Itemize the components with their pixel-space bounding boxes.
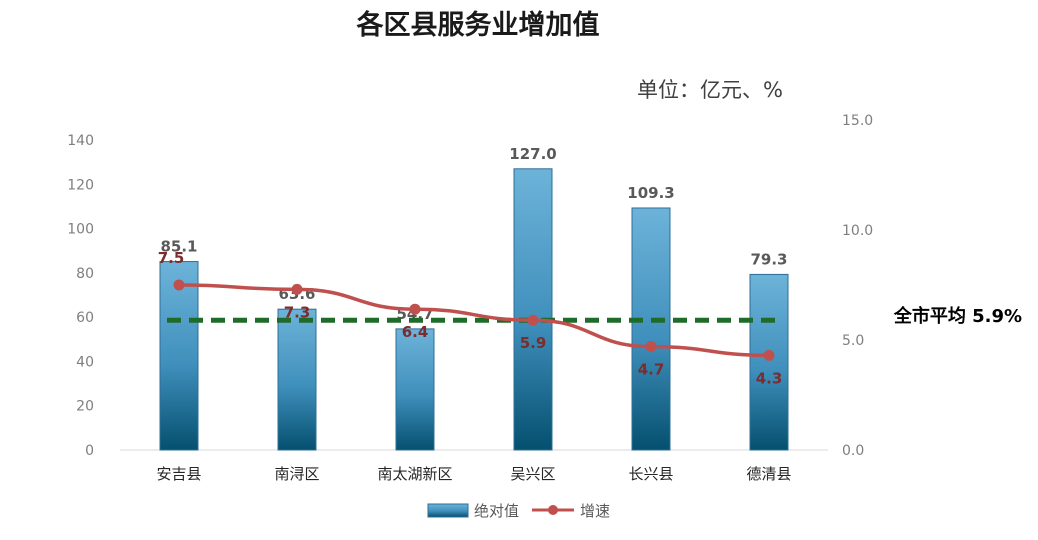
line-marker bbox=[409, 303, 421, 315]
average-label: 全市平均 5.9% bbox=[893, 305, 1022, 327]
left-tick-label: 140 bbox=[67, 133, 94, 149]
line-value-label: 7.5 bbox=[158, 249, 185, 267]
legend-line-marker bbox=[548, 505, 558, 515]
category-label: 吴兴区 bbox=[510, 465, 555, 483]
category-label: 安吉县 bbox=[156, 465, 201, 483]
category-label: 长兴县 bbox=[628, 465, 673, 483]
bar bbox=[395, 328, 435, 451]
left-axis: 0 20 40 60 80 100 120 140 bbox=[67, 133, 94, 459]
bar bbox=[749, 273, 789, 451]
growth-line bbox=[178, 283, 770, 358]
category-label: 南浔区 bbox=[274, 465, 319, 483]
right-tick-label: 10.0 bbox=[842, 223, 873, 239]
line-marker bbox=[291, 283, 303, 295]
chart-title: 各区县服务业增加值 bbox=[356, 9, 600, 41]
category-label: 南太湖新区 bbox=[377, 465, 452, 483]
legend-bar-swatch bbox=[427, 503, 469, 518]
legend-line-label: 增速 bbox=[580, 502, 610, 520]
bar-value-label: 109.3 bbox=[627, 184, 674, 202]
left-tick-label: 100 bbox=[67, 222, 94, 238]
left-tick-label: 80 bbox=[76, 266, 94, 282]
bar-value-label: 79.3 bbox=[750, 250, 787, 268]
bar bbox=[631, 207, 671, 451]
line-value-label: 5.9 bbox=[520, 334, 547, 352]
right-axis: 0.0 5.0 10.0 15.0 bbox=[842, 113, 873, 459]
unit-note: 单位：亿元、% bbox=[637, 78, 783, 102]
line-marker bbox=[173, 279, 185, 291]
right-tick-label: 15.0 bbox=[842, 113, 873, 129]
line-marker bbox=[645, 341, 657, 353]
legend-bar-label: 绝对值 bbox=[474, 502, 519, 520]
line-marker bbox=[527, 314, 539, 326]
line-value-label: 4.7 bbox=[638, 361, 665, 379]
line-value-label: 6.4 bbox=[402, 323, 429, 341]
right-tick-label: 0.0 bbox=[842, 443, 864, 459]
bar bbox=[277, 308, 317, 451]
legend: 绝对值 增速 bbox=[427, 502, 610, 520]
line-series: 7.5 7.3 6.4 5.9 4.7 4.3 bbox=[158, 249, 783, 387]
category-labels: 安吉县 南浔区 南太湖新区 吴兴区 长兴县 德清县 bbox=[156, 465, 791, 483]
left-tick-label: 0 bbox=[85, 443, 94, 459]
bar bbox=[159, 261, 199, 451]
bar-value-label: 127.0 bbox=[509, 145, 556, 163]
left-tick-label: 40 bbox=[76, 354, 94, 370]
left-tick-label: 60 bbox=[76, 310, 94, 326]
bar bbox=[513, 168, 553, 451]
bar-series bbox=[159, 168, 789, 451]
line-value-label: 4.3 bbox=[756, 369, 783, 387]
bar-value-label: 85.1 bbox=[160, 238, 197, 256]
left-tick-label: 20 bbox=[76, 399, 94, 415]
right-tick-label: 5.0 bbox=[842, 333, 864, 349]
line-value-label: 7.3 bbox=[284, 303, 311, 321]
line-marker bbox=[763, 349, 775, 361]
left-tick-label: 120 bbox=[67, 177, 94, 193]
category-label: 德清县 bbox=[746, 465, 791, 483]
